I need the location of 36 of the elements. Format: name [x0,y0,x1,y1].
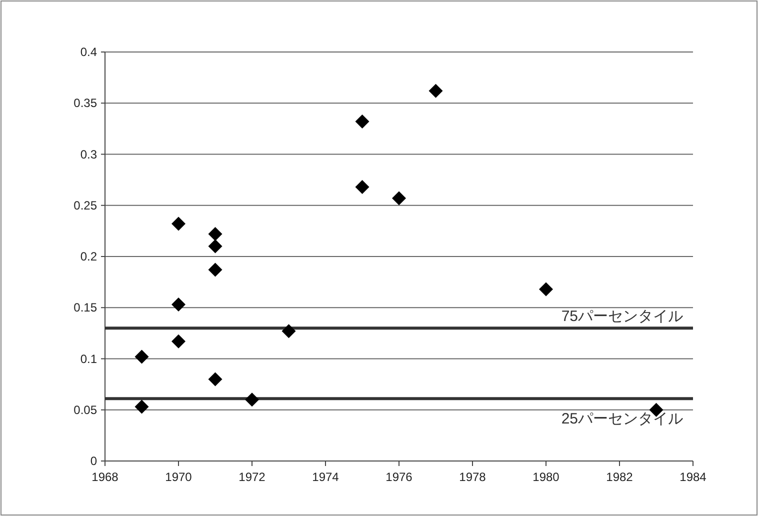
x-tick-label: 1970 [165,470,192,484]
y-tick-label: 0.4 [80,45,98,59]
ref-line-label: 25パーセンタイル [561,410,683,428]
y-tick-label: 0.25 [74,198,98,212]
point [392,191,406,206]
y-tick-label: 0.35 [74,96,98,110]
point [208,239,222,254]
point [245,392,259,407]
point [355,114,370,129]
point [134,350,149,364]
point [172,216,186,231]
x-tick-label: 1984 [680,470,707,484]
x-tick-label: 1974 [312,470,340,484]
y-tick-label: 0.2 [80,250,98,264]
x-tick-label: 1976 [386,470,413,484]
x-tick-label: 1972 [238,470,266,484]
x-tick-label: 1982 [606,470,634,484]
x-tick-label: 1980 [532,470,560,484]
point [428,84,443,98]
point [134,400,149,414]
y-tick-label: 0.05 [74,402,98,417]
y-tick-label: 0.1 [80,352,98,366]
point [282,324,296,338]
point [355,180,370,194]
point [172,334,186,348]
point [208,372,222,386]
x-tick-label: 1978 [459,470,486,484]
y-tick-label: 0.15 [74,300,98,315]
y-tick-label: 0.3 [80,147,98,162]
point [208,262,222,277]
point [208,227,222,242]
point [539,282,553,296]
ref-line-label: 75パーセンタイル [561,308,683,326]
x-tick-label: 1968 [92,470,119,484]
point [172,298,186,312]
y-tick-label: 0 [90,454,98,468]
